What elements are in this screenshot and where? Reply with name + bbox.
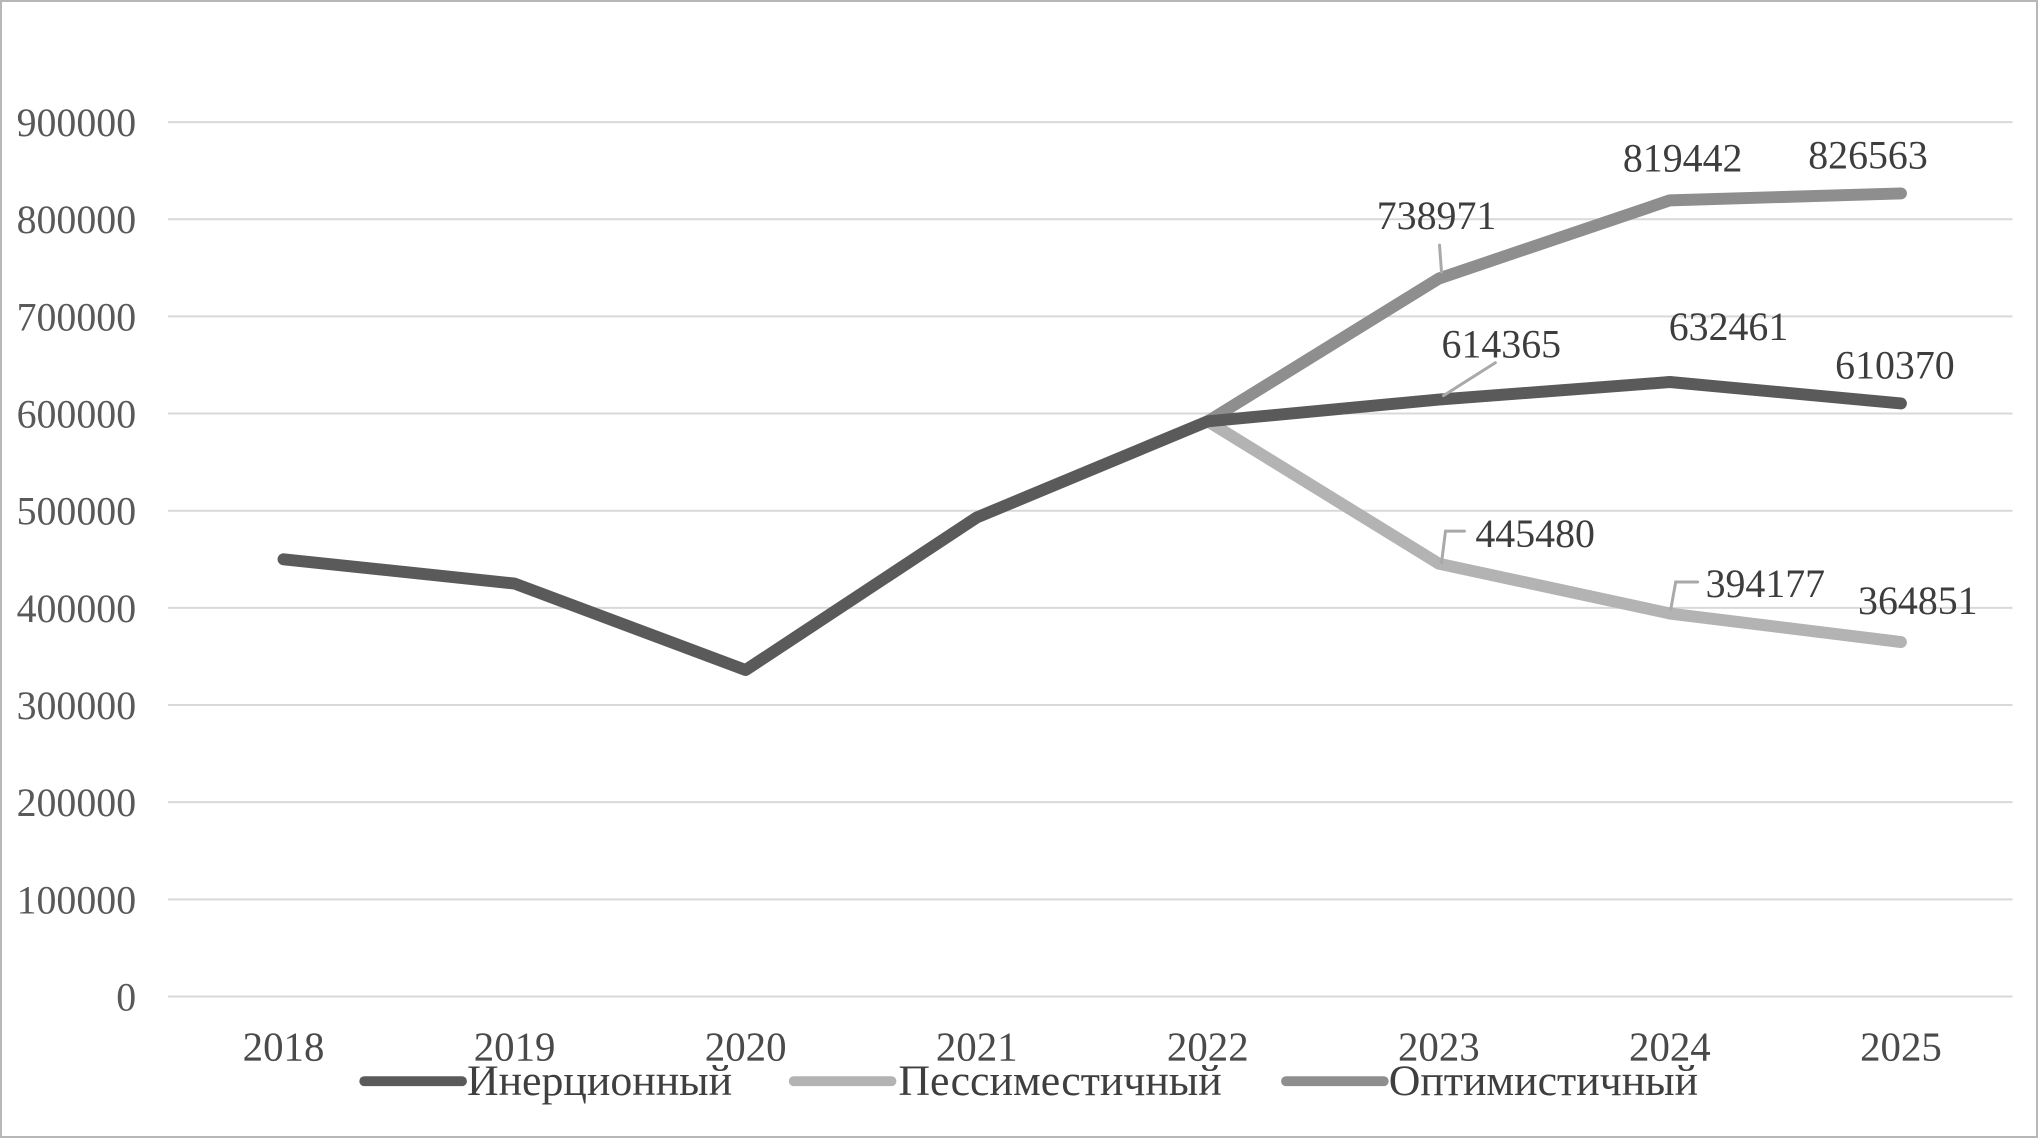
y-axis-tick-label: 600000 <box>17 391 137 436</box>
x-axis-tick-label: 2024 <box>1629 1024 1711 1069</box>
x-axis-tick-label: 2022 <box>1167 1024 1249 1069</box>
legend: Инерционный Пессиместичный Оптимистичный <box>359 1057 1698 1105</box>
y-axis-tick-label: 400000 <box>17 586 137 631</box>
legend-item-inertial[interactable]: Инерционный <box>359 1057 732 1105</box>
legend-label: Пессиместичный <box>898 1057 1221 1105</box>
y-axis-tick-label: 200000 <box>17 780 137 825</box>
data-label[interactable]: 819442 <box>1623 135 1743 180</box>
series-line-optimistic[interactable] <box>1201 187 1907 428</box>
series-line-pessimistic[interactable] <box>1201 415 1907 648</box>
data-label[interactable]: 610370 <box>1835 343 1955 388</box>
y-axis-tick-label: 800000 <box>17 197 137 242</box>
legend-item-optimistic[interactable]: Оптимистичный <box>1281 1057 1698 1105</box>
data-label[interactable]: 364851 <box>1858 578 1978 623</box>
y-axis-tick-label: 700000 <box>17 294 137 339</box>
y-axis-tick-label: 100000 <box>17 877 137 922</box>
x-axis: 2018 2019 2020 2021 2022 2023 2024 2025 <box>243 1024 1942 1069</box>
data-label[interactable]: 445480 <box>1475 511 1595 556</box>
data-label[interactable]: 632461 <box>1669 304 1789 349</box>
x-axis-tick-label: 2025 <box>1860 1024 1942 1069</box>
legend-label: Оптимистичный <box>1389 1057 1698 1105</box>
data-labels: 738971 819442 826563 614365 632461 610370 4454… <box>1377 132 1978 622</box>
gridlines <box>168 121 2013 998</box>
x-axis-tick-label: 2018 <box>243 1024 325 1069</box>
y-axis-tick-label: 500000 <box>17 489 137 534</box>
data-label-leader <box>1442 361 1497 398</box>
x-axis-tick-label: 2021 <box>936 1024 1018 1069</box>
y-axis: 0 100000 200000 300000 400000 500000 600000 700… <box>17 100 137 1019</box>
x-axis-tick-label: 2020 <box>705 1024 787 1069</box>
y-axis-tick-label: 0 <box>116 974 136 1019</box>
data-label-leader <box>1669 580 1700 612</box>
data-label[interactable]: 614365 <box>1442 322 1562 367</box>
y-axis-tick-label: 900000 <box>17 100 137 145</box>
data-label-leader <box>1438 243 1444 274</box>
x-axis-tick-label: 2019 <box>474 1024 556 1069</box>
legend-label: Инерционный <box>467 1057 732 1105</box>
data-label[interactable]: 826563 <box>1808 132 1928 177</box>
data-label[interactable]: 394177 <box>1706 561 1826 606</box>
y-axis-tick-label: 300000 <box>17 683 137 728</box>
data-label[interactable]: 738971 <box>1377 193 1497 238</box>
series-line-inertial[interactable] <box>277 376 1907 677</box>
legend-item-pessimistic[interactable]: Пессиместичный <box>788 1057 1222 1105</box>
x-axis-tick-label: 2023 <box>1398 1024 1480 1069</box>
data-label-leader <box>1440 529 1466 565</box>
